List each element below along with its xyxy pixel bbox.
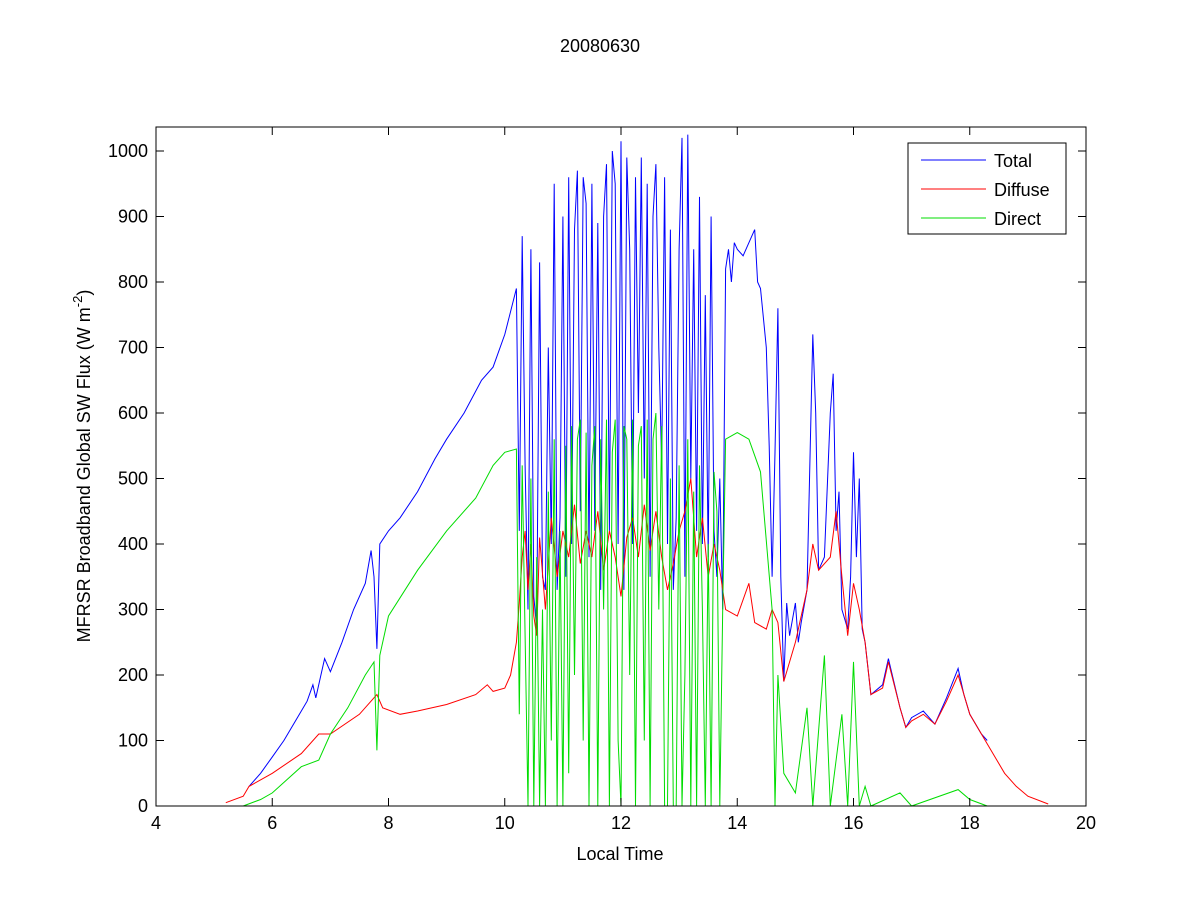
y-tick-label: 300 <box>118 600 148 620</box>
chart-title: 20080630 <box>560 36 640 56</box>
x-axis-label: Local Time <box>576 844 663 864</box>
y-axis-label: MFRSR Broadband Global SW Flux (W m-2) <box>70 290 94 643</box>
series-line-direct <box>243 412 988 807</box>
series-layer <box>225 134 1049 807</box>
y-tick-label: 100 <box>118 731 148 751</box>
x-tick-label: 16 <box>843 813 863 833</box>
series-line-diffuse <box>225 478 1049 805</box>
x-tick-label: 6 <box>267 813 277 833</box>
y-tick-label: 200 <box>118 665 148 685</box>
y-tick-label: 0 <box>138 796 148 816</box>
y-tick-label: 800 <box>118 272 148 292</box>
x-tick-label: 18 <box>960 813 980 833</box>
y-axis-label-end: ) <box>74 290 94 296</box>
legend-label-direct: Direct <box>994 209 1041 229</box>
x-tick-label: 12 <box>611 813 631 833</box>
x-tick-label: 14 <box>727 813 747 833</box>
y-tick-label: 1000 <box>108 141 148 161</box>
legend-label-diffuse: Diffuse <box>994 180 1050 200</box>
y-axis-label-main: MFRSR Broadband Global SW Flux (W m <box>74 307 94 642</box>
y-tick-label: 500 <box>118 469 148 489</box>
y-axis-label-sup: -2 <box>70 296 85 308</box>
x-tick-label: 20 <box>1076 813 1096 833</box>
y-tick-label: 900 <box>118 207 148 227</box>
x-tick-label: 10 <box>495 813 515 833</box>
y-tick-label: 700 <box>118 338 148 358</box>
y-tick-label: 400 <box>118 534 148 554</box>
legend: Total Diffuse Direct <box>907 142 1067 235</box>
y-tick-label: 600 <box>118 403 148 423</box>
x-tick-label: 4 <box>151 813 161 833</box>
series-line-total <box>248 134 988 787</box>
legend-label-total: Total <box>994 151 1032 171</box>
ticks-layer: 4 6 8 10 12 14 16 18 200100200300400500600700800… <box>108 127 1096 833</box>
x-tick-label: 8 <box>383 813 393 833</box>
